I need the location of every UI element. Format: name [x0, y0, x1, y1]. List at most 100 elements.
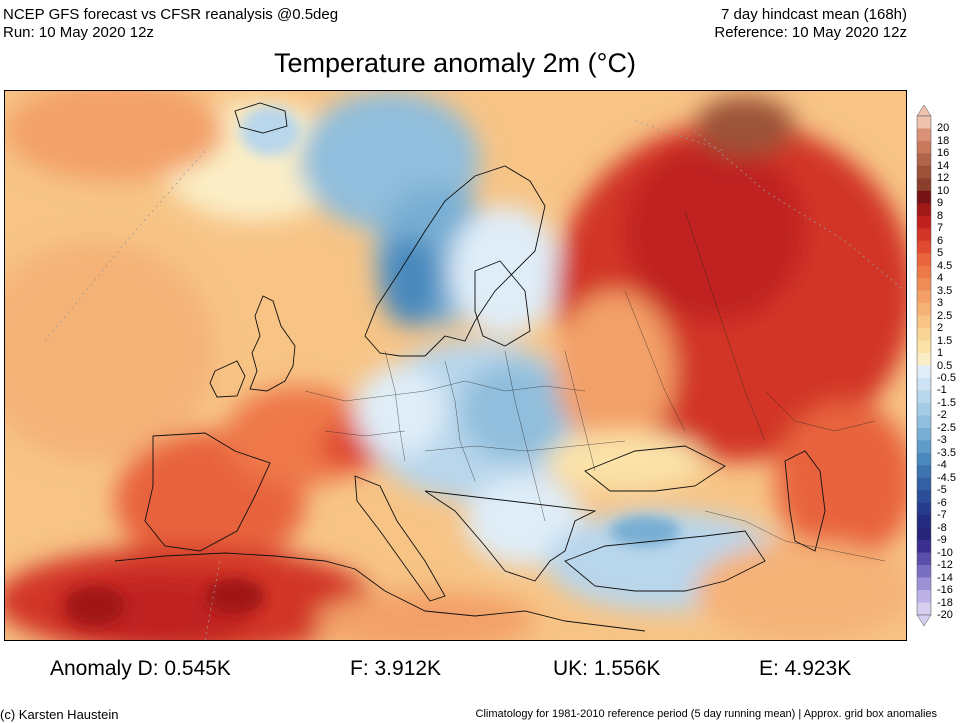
black-sea-coastline — [584, 445, 726, 492]
colorbar-cell — [917, 390, 931, 404]
colorbar-cell — [917, 240, 931, 254]
stats-row: Anomaly D: 0.545K F: 3.912K UK: 1.556K E… — [0, 657, 965, 685]
colorbar-label: 3 — [937, 297, 944, 310]
russia-core-area — [625, 141, 805, 321]
border-line — [684, 210, 766, 442]
turkey-cold-spot — [610, 516, 680, 546]
colorbar-label: -16 — [937, 584, 953, 597]
colorbar-cell — [917, 377, 931, 391]
border-line — [504, 350, 546, 522]
colorbar-label: 2 — [937, 322, 944, 335]
colorbar-label: 8 — [937, 209, 944, 222]
colorbar-cell — [917, 465, 931, 479]
colorbar-cell — [917, 440, 931, 454]
colorbar-cell — [917, 303, 931, 316]
colorbar-cell — [917, 178, 931, 192]
colorbar-cell — [917, 527, 931, 541]
country-borders — [304, 210, 886, 562]
climatology-note: Climatology for 1981-2010 reference peri… — [475, 708, 937, 720]
colorbar-label: 9 — [937, 197, 944, 210]
baltic-cool-area — [450, 206, 560, 336]
colorbar-label: -2 — [937, 409, 947, 422]
colorbar-label: -1.5 — [937, 396, 956, 409]
colorbar-cell — [917, 128, 931, 142]
colorbar-label: 14 — [937, 159, 950, 172]
header-right: 7 day hindcast mean (168h) Reference: 10… — [714, 6, 907, 42]
map-canvas — [5, 91, 906, 640]
north-africa-coastline — [114, 552, 646, 632]
colorbar-label: -3.5 — [937, 446, 956, 459]
atlantic-warm-area — [5, 241, 215, 461]
colorbar-cell — [917, 502, 931, 516]
border-line — [384, 350, 406, 462]
mean-line: 7 day hindcast mean (168h) — [721, 6, 907, 23]
colorbar-cell — [917, 427, 931, 441]
graticule-line — [634, 120, 726, 152]
colorbar-bottom-arrow — [916, 614, 932, 627]
border-line — [564, 350, 596, 472]
colorbar-label: 7 — [937, 222, 944, 235]
russia-hot-spot — [695, 96, 795, 156]
colorbar-top-arrow — [916, 104, 932, 117]
colorbar-label: -10 — [937, 546, 953, 559]
iceland-coastline — [234, 102, 288, 134]
colorbar-label: -5 — [937, 484, 947, 497]
colorbar-label: 16 — [937, 147, 950, 160]
border-line — [424, 440, 626, 452]
colorbar-cell — [917, 203, 931, 217]
italy-coastline — [354, 475, 446, 602]
colorbar-cell — [917, 353, 931, 366]
algeria-hot-spot — [205, 578, 265, 614]
credit: (c) Karsten Haustein — [0, 707, 119, 722]
anomaly-uk: UK: 1.556K — [553, 657, 661, 680]
colorbar-cell — [917, 477, 931, 491]
balkans-coastline — [424, 490, 597, 582]
run-line: Run: 10 May 2020 12z — [3, 24, 154, 41]
colorbar-label: -20 — [937, 609, 953, 621]
colorbar-label: 0.5 — [937, 359, 953, 372]
colorbar-cell — [917, 265, 931, 279]
colorbar-label: -4 — [937, 459, 947, 472]
colorbar-cell — [917, 215, 931, 229]
colorbar-label: 18 — [937, 134, 950, 147]
colorbar-cell — [917, 290, 931, 304]
colorbar-label: 4.5 — [937, 259, 953, 272]
colorbar-label: 4 — [937, 272, 944, 285]
colorbar-cell — [917, 590, 931, 603]
colorbar-cell — [917, 315, 931, 329]
morocco-hot-spot — [65, 586, 125, 626]
coastlines — [114, 102, 826, 632]
colorbar-cell — [917, 540, 931, 553]
colorbar-label: -2.5 — [937, 421, 956, 434]
finland-coastline — [474, 260, 531, 347]
poland-cold-area — [460, 361, 570, 461]
ukraine-warm-area — [555, 291, 675, 451]
colorbar-label: -0.5 — [937, 371, 956, 384]
anomaly-f: F: 3.912K — [350, 657, 442, 680]
iberia-coastline — [144, 432, 271, 552]
scandinavia-coastline — [364, 165, 546, 357]
colorbar-cell — [917, 602, 931, 616]
north-atlantic-warm-area — [5, 91, 225, 181]
colorbar-label: 3.5 — [937, 284, 953, 297]
colorbar-cell — [917, 365, 931, 379]
colorbar-cell — [917, 402, 931, 416]
anomaly-e: E: 4.923K — [759, 657, 852, 680]
border-line — [624, 290, 686, 432]
colorbar-cell — [917, 278, 931, 291]
colorbar-label: 1.5 — [937, 334, 953, 347]
colorbar-cell — [917, 328, 931, 341]
anomaly-d: Anomaly D: 0.545K — [50, 657, 231, 680]
colorbar-label: 1 — [937, 347, 944, 360]
colorbar-label: -1 — [937, 384, 947, 397]
black-sea-warm-area — [545, 431, 705, 491]
colorbar-label: 2.5 — [937, 309, 953, 322]
colorbar-label: -4.5 — [937, 471, 956, 484]
map-title: Temperature anomaly 2m (°C) — [274, 48, 636, 78]
colorbar-label: -8 — [937, 521, 947, 534]
colorbar-label: -7 — [937, 509, 947, 522]
colorbar-label: 10 — [937, 184, 950, 197]
libya-warm-area — [315, 591, 535, 640]
colorbar-cell — [917, 415, 931, 429]
ireland-coastline — [209, 360, 246, 398]
